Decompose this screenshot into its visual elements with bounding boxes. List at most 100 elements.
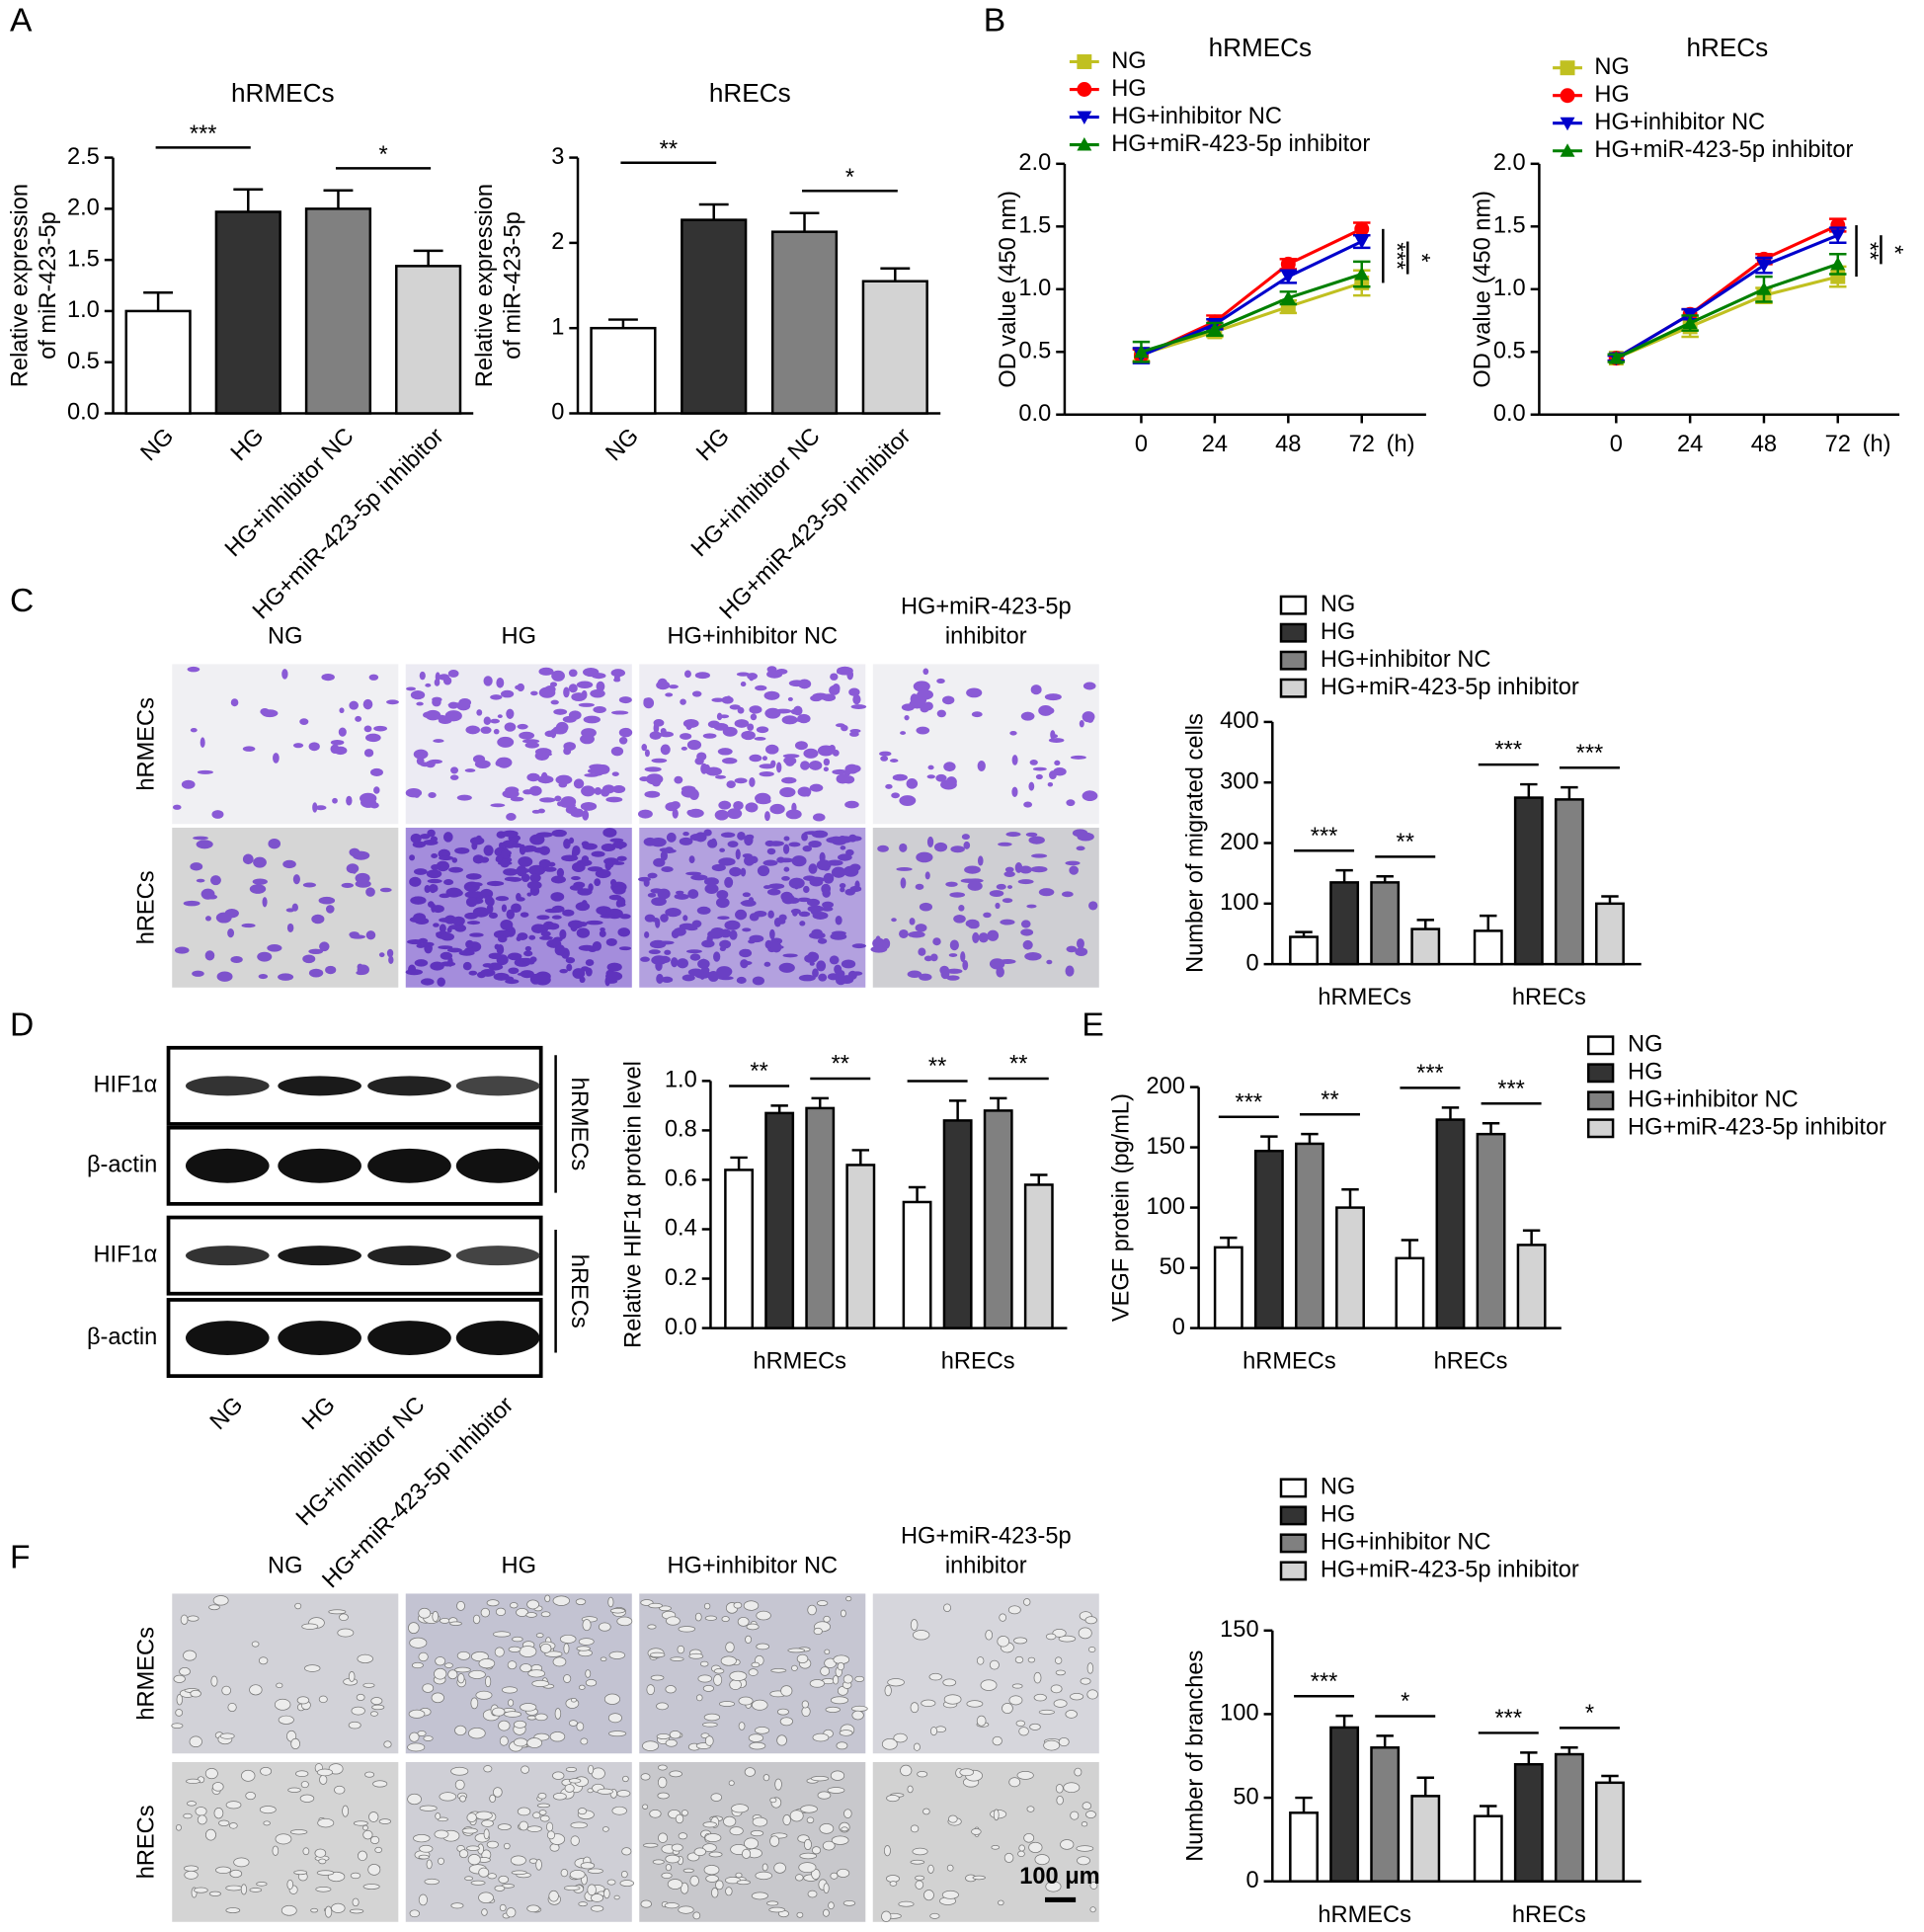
cell [349, 700, 359, 710]
cell [192, 970, 204, 977]
cell [550, 699, 559, 705]
cell [733, 800, 744, 811]
legend-marker [1077, 54, 1092, 69]
band [278, 1321, 361, 1355]
cell [491, 1707, 506, 1717]
cell [746, 1623, 760, 1631]
marker [1756, 282, 1772, 295]
cell [173, 1674, 186, 1683]
cell [379, 887, 392, 893]
cell [830, 1872, 839, 1880]
cell [696, 752, 707, 762]
cell [1030, 684, 1042, 695]
cell [577, 888, 593, 896]
cell [576, 1722, 585, 1731]
cell [780, 1685, 793, 1697]
cell [910, 1824, 920, 1833]
cell [904, 715, 910, 721]
band [455, 1148, 540, 1183]
cell [437, 977, 445, 987]
cell [609, 879, 617, 887]
micrograph [639, 664, 866, 825]
cell [233, 1857, 250, 1868]
bar [1289, 935, 1319, 966]
cell [480, 969, 496, 977]
cell [318, 1695, 328, 1704]
band [185, 1246, 270, 1266]
bar [1335, 1206, 1365, 1329]
cell [476, 709, 483, 716]
cell [733, 1601, 743, 1609]
cell [554, 1708, 562, 1720]
cell [516, 893, 521, 901]
cell [487, 1873, 497, 1880]
cell [1085, 790, 1093, 802]
cell [782, 1813, 791, 1826]
cell [210, 875, 221, 886]
cell [1054, 760, 1061, 766]
cell [510, 796, 524, 802]
cell [716, 890, 729, 900]
cell [1033, 1693, 1047, 1702]
cell [900, 1764, 913, 1777]
cell [702, 1843, 717, 1852]
cell [618, 736, 628, 745]
cell [985, 1630, 994, 1641]
cell [779, 786, 796, 798]
cell [540, 930, 551, 937]
cell [286, 923, 294, 932]
cell [447, 1669, 458, 1680]
cell [363, 725, 372, 733]
cell [799, 921, 806, 926]
cell [321, 673, 335, 682]
bar [942, 1119, 973, 1329]
cell [598, 1622, 611, 1632]
cell [1017, 1850, 1025, 1858]
y-axis-label: Relative expression [7, 184, 33, 387]
y-tick-label: 100 [1220, 1701, 1258, 1727]
cell [368, 1811, 379, 1822]
cell [813, 1627, 823, 1636]
cell [478, 1658, 496, 1669]
marker [1354, 267, 1370, 281]
cell [729, 704, 741, 710]
cell [315, 805, 327, 811]
legend-marker [1077, 137, 1092, 151]
significance-label: *** [1497, 1077, 1525, 1102]
cell [1082, 682, 1096, 690]
cell [510, 1855, 526, 1866]
cell [555, 721, 569, 733]
cell [580, 1862, 596, 1870]
cell [600, 927, 605, 932]
cell [571, 692, 587, 701]
cell [839, 883, 846, 889]
cell [433, 739, 444, 743]
cell [549, 1731, 566, 1742]
cell [693, 1847, 707, 1857]
cell [684, 670, 691, 679]
cell [922, 668, 929, 676]
cell [469, 932, 484, 937]
cell [674, 894, 681, 899]
cell [260, 1766, 273, 1776]
y-tick-label: 300 [1220, 768, 1258, 794]
cell [796, 1653, 809, 1664]
cell [1034, 1854, 1050, 1866]
significance-label: * [845, 165, 854, 191]
cell [502, 830, 519, 838]
cell [825, 1706, 841, 1713]
cell [386, 699, 399, 705]
cell [830, 673, 839, 681]
cell [720, 832, 736, 838]
cell [524, 742, 539, 749]
cell [1003, 1852, 1014, 1863]
cell [688, 855, 695, 864]
cell [689, 1875, 699, 1887]
cell [242, 853, 254, 865]
cell [618, 696, 632, 704]
y-tick-label: 1.0 [1018, 276, 1051, 301]
cell [526, 1904, 540, 1913]
cell [831, 866, 846, 878]
x-tick-label: hRMECs [1318, 1902, 1411, 1928]
marker [1354, 221, 1370, 237]
